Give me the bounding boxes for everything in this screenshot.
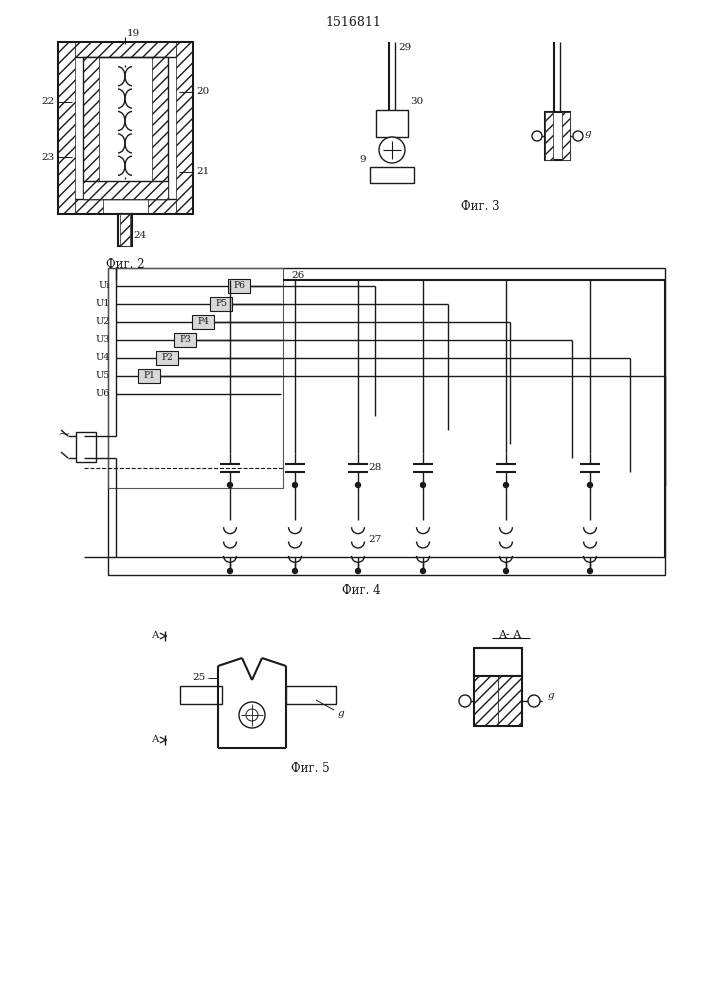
Text: Фиг. 5: Фиг. 5 (291, 762, 329, 774)
Bar (545, 112, 553, 160)
Circle shape (421, 568, 426, 574)
Bar (108, 268, 665, 575)
Circle shape (528, 695, 540, 707)
Text: A: A (151, 632, 159, 641)
Circle shape (293, 568, 298, 574)
Circle shape (293, 483, 298, 488)
Text: A- A: A- A (498, 630, 522, 640)
Circle shape (228, 568, 233, 574)
Text: g: g (548, 692, 554, 700)
Bar (58, 42, 193, 214)
Text: 29: 29 (398, 42, 411, 51)
Text: 27: 27 (368, 536, 381, 544)
Bar (174, 333, 196, 347)
Bar (148, 199, 176, 214)
Text: P1: P1 (143, 371, 155, 380)
Bar (75, 199, 103, 214)
Text: P4: P4 (197, 318, 209, 326)
Circle shape (532, 131, 542, 141)
Circle shape (246, 709, 258, 721)
Text: 30: 30 (410, 98, 423, 106)
Text: 19: 19 (127, 29, 140, 38)
Polygon shape (376, 110, 408, 137)
Text: U6: U6 (95, 389, 110, 398)
Text: U4: U4 (95, 354, 110, 362)
Bar (156, 351, 178, 365)
Text: 22: 22 (42, 98, 55, 106)
Bar (108, 268, 283, 488)
Text: 20: 20 (196, 88, 209, 97)
Bar (370, 167, 414, 183)
Circle shape (588, 568, 592, 574)
Circle shape (356, 483, 361, 488)
Bar (83, 57, 99, 199)
Bar (138, 369, 160, 383)
Circle shape (459, 695, 471, 707)
Bar (474, 676, 522, 726)
Bar (474, 676, 498, 726)
Text: 25: 25 (193, 674, 206, 682)
Text: Фиг. 2: Фиг. 2 (106, 257, 144, 270)
Bar (118, 214, 132, 246)
Text: 23: 23 (42, 152, 55, 161)
Text: 1516811: 1516811 (325, 15, 381, 28)
Text: P2: P2 (161, 354, 173, 362)
Text: Фиг. 3: Фиг. 3 (461, 200, 499, 214)
Circle shape (239, 702, 265, 728)
Bar (562, 112, 570, 160)
Text: U2: U2 (95, 318, 110, 326)
Text: P3: P3 (179, 336, 191, 344)
Circle shape (503, 568, 508, 574)
Bar (176, 42, 193, 214)
Text: Фиг. 4: Фиг. 4 (341, 584, 380, 596)
Text: U3: U3 (95, 336, 110, 344)
Bar (58, 42, 75, 214)
Circle shape (356, 568, 361, 574)
Text: 24: 24 (133, 232, 146, 240)
Bar (192, 315, 214, 329)
Bar (210, 297, 232, 311)
Circle shape (588, 483, 592, 488)
Text: A: A (151, 736, 159, 744)
Text: 26: 26 (291, 271, 304, 280)
Circle shape (379, 137, 405, 163)
Bar (76, 432, 96, 462)
Text: 28: 28 (368, 464, 381, 473)
Text: P5: P5 (215, 300, 227, 308)
Bar (474, 648, 522, 676)
Text: 9: 9 (359, 155, 366, 164)
Text: g: g (338, 708, 344, 718)
Bar (498, 676, 522, 726)
Bar (75, 42, 176, 57)
Text: U1: U1 (95, 300, 110, 308)
Bar (286, 686, 336, 704)
Circle shape (503, 483, 508, 488)
Text: ~: ~ (58, 428, 71, 442)
Bar (545, 112, 570, 160)
Bar (228, 279, 250, 293)
Circle shape (573, 131, 583, 141)
Bar (83, 181, 168, 199)
Text: P6: P6 (233, 282, 245, 290)
Circle shape (421, 483, 426, 488)
Circle shape (228, 483, 233, 488)
Bar (180, 686, 222, 704)
Bar (152, 57, 168, 199)
Text: U5: U5 (95, 371, 110, 380)
Text: Ui: Ui (98, 282, 110, 290)
Text: g: g (585, 129, 592, 138)
Text: 21: 21 (196, 167, 209, 176)
Bar (83, 57, 168, 199)
Bar (120, 214, 130, 246)
